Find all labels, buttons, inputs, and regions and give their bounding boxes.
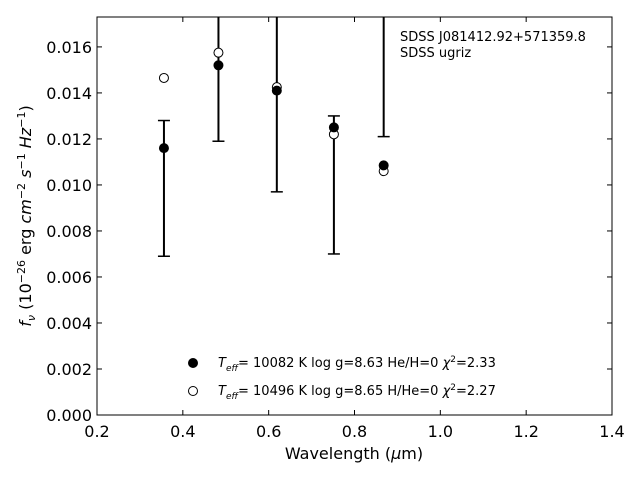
y-tick-label: 0.000 <box>46 406 92 425</box>
model-point-open <box>213 47 224 58</box>
model-point-filled <box>328 122 339 133</box>
model-point-filled <box>271 85 282 96</box>
x-tick-label: 0.2 <box>84 422 109 441</box>
y-tick-label: 0.004 <box>46 314 92 333</box>
plot-frame <box>96 16 613 416</box>
y-tick-label: 0.016 <box>46 38 92 57</box>
y-tick-label: 0.002 <box>46 360 92 379</box>
error-bars <box>157 17 390 258</box>
y-tick-label: 0.010 <box>46 176 92 195</box>
y-tick-label: 0.012 <box>46 130 92 149</box>
y-axis-ticks: 0.000 0.002 0.004 0.006 0.008 0.010 0.012 0.014… <box>46 38 612 425</box>
legend-marker-filled <box>188 358 198 368</box>
x-tick-label: 0.6 <box>256 422 281 441</box>
x-tick-label: 0.4 <box>170 422 195 441</box>
model-point-filled <box>158 143 169 154</box>
survey-annotation: SDSS ugriz <box>400 46 471 61</box>
legend-entry-1: Teff= 10082 K log g=8.63 He/H=0 χ2=2.33 <box>218 355 496 374</box>
model-point-filled <box>213 60 224 71</box>
x-tick-label: 1.2 <box>513 422 538 441</box>
x-tick-label: 1.0 <box>428 422 453 441</box>
x-tick-label: 0.8 <box>342 422 367 441</box>
legend: Teff= 10082 K log g=8.63 He/H=0 χ2=2.33 … <box>188 355 496 402</box>
y-tick-label: 0.008 <box>46 222 92 241</box>
model-point-open <box>158 72 169 83</box>
legend-marker-open <box>188 386 198 396</box>
legend-entry-2: Teff= 10496 K log g=8.65 H/He=0 χ2=2.27 <box>218 383 496 402</box>
data-points <box>158 47 389 177</box>
y-tick-label: 0.014 <box>46 84 92 103</box>
x-axis-label: Wavelength (μm) <box>285 444 423 463</box>
object-name-annotation: SDSS J081412.92+571359.8 <box>400 30 586 45</box>
model-point-filled <box>378 160 389 171</box>
y-tick-label: 0.006 <box>46 268 92 287</box>
x-tick-label: 1.4 <box>599 422 624 441</box>
y-axis-label: fν (10−26 erg cm−2 s−1 Hz−1) <box>15 105 38 326</box>
